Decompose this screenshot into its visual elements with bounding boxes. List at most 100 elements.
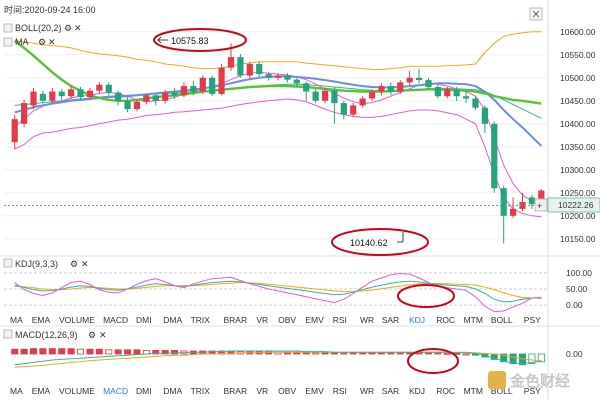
indicator-tabs-main: MA EMA VOLUME MACD DMI DMA TRIX BRAR VR OBV EMV RSI… xyxy=(10,315,541,325)
candle-body xyxy=(115,92,122,101)
kdj-toggle-icon[interactable] xyxy=(3,258,13,268)
tab-roc[interactable]: ROC xyxy=(436,386,455,396)
candle-body xyxy=(30,91,37,106)
kdj-settings-icon[interactable]: ⚙ xyxy=(70,259,78,269)
tab-vr[interactable]: VR xyxy=(256,386,268,396)
kdj-tick-label: 100.00 xyxy=(566,268,592,278)
tab-volume[interactable]: VOLUME xyxy=(59,386,95,396)
ma-label: MA xyxy=(15,37,29,47)
kdj-label: KDJ(9,3,3) xyxy=(15,259,58,269)
candle-body xyxy=(58,91,65,97)
macd-hist-bar xyxy=(105,349,113,355)
tab-ma[interactable]: MA xyxy=(10,386,23,396)
candle-body xyxy=(500,188,507,216)
boll-settings-icon[interactable]: ⚙ xyxy=(64,23,72,33)
price-tick-label: 10550.00 xyxy=(560,50,596,60)
ma-toggle-icon[interactable] xyxy=(3,37,13,47)
ma-close-icon[interactable]: ✕ xyxy=(48,37,56,47)
tab-ema[interactable]: EMA xyxy=(32,386,51,396)
macd-hist-bar xyxy=(95,348,103,355)
tab-brar[interactable]: BRAR xyxy=(224,315,248,325)
tab-ma[interactable]: MA xyxy=(10,315,23,325)
macd-hist-bar xyxy=(443,352,451,355)
macd-hist-bar xyxy=(124,349,132,355)
boll-legend: BOLL(20,2) ⚙ ✕ xyxy=(3,23,82,33)
kdj-k-line xyxy=(14,280,542,303)
ma-legend: MA ⚙ ✕ xyxy=(3,37,56,47)
tab-wr[interactable]: WR xyxy=(360,315,374,325)
macd-legend: MACD(12,26,9) ⚙ ✕ xyxy=(3,329,107,340)
tab-dmi[interactable]: DMI xyxy=(136,386,152,396)
macd-hist-bar xyxy=(114,349,122,355)
boll-close-icon[interactable]: ✕ xyxy=(74,23,82,33)
candle-body xyxy=(303,83,310,92)
indicator-tabs-sub: MA EMA VOLUME MACD DMI DMA TRIX BRAR VR OBV EMV RSI… xyxy=(10,386,541,396)
tab-obv[interactable]: OBV xyxy=(278,386,296,396)
tab-boll[interactable]: BOLL xyxy=(491,386,513,396)
tab-macd[interactable]: MACD xyxy=(103,315,128,325)
boll-label: BOLL(20,2) xyxy=(15,23,62,33)
tab-ema[interactable]: EMA xyxy=(32,315,51,325)
macd-toggle-icon[interactable] xyxy=(3,329,13,339)
tab-emv[interactable]: EMV xyxy=(305,315,324,325)
candle-body xyxy=(387,86,394,92)
tab-dmi[interactable]: DMI xyxy=(136,315,152,325)
tab-boll[interactable]: BOLL xyxy=(491,315,513,325)
candle-body xyxy=(538,190,545,205)
tab-trix[interactable]: TRIX xyxy=(191,315,211,325)
macd-hist-bar xyxy=(537,353,545,363)
tab-macd[interactable]: MACD xyxy=(103,386,128,396)
tab-sar[interactable]: SAR xyxy=(382,386,399,396)
kdj-d-line xyxy=(14,281,542,299)
boll-toggle-icon[interactable] xyxy=(3,23,13,33)
macd-hist-bar xyxy=(359,352,367,355)
price-tick-label: 10500.00 xyxy=(560,73,596,83)
candle-body xyxy=(340,103,347,115)
candle-body xyxy=(77,89,84,98)
candle-body xyxy=(152,95,159,101)
tab-vr[interactable]: VR xyxy=(256,315,268,325)
tab-rsi[interactable]: RSI xyxy=(333,315,347,325)
add-alert-icon[interactable] xyxy=(534,198,548,212)
low-label: 10140.62 xyxy=(350,238,388,248)
kdj-tick-label: 50.00 xyxy=(566,284,588,294)
tab-psy[interactable]: PSY xyxy=(524,386,541,396)
kdj-highlight-ellipse xyxy=(397,284,455,308)
tab-wr[interactable]: WR xyxy=(360,386,374,396)
macd-panel: 0.00 xyxy=(11,348,583,368)
expand-icon[interactable] xyxy=(529,7,543,21)
candle-body xyxy=(265,74,272,78)
macd-hist-bar xyxy=(387,352,395,355)
candle-body xyxy=(321,90,329,101)
tab-mtm[interactable]: MTM xyxy=(464,315,483,325)
tab-dma[interactable]: DMA xyxy=(163,315,182,325)
tab-roc[interactable]: ROC xyxy=(436,315,455,325)
kdj-legend: KDJ(9,3,3) ⚙ ✕ xyxy=(3,258,89,269)
candle-body xyxy=(133,101,141,110)
price-tick-label: 10300.00 xyxy=(560,165,596,175)
macd-hist-bar xyxy=(471,353,479,356)
tab-rsi[interactable]: RSI xyxy=(333,386,347,396)
macd-hist-bar xyxy=(368,352,376,355)
macd-close-icon[interactable]: ✕ xyxy=(99,330,107,340)
tab-sar[interactable]: SAR xyxy=(382,315,399,325)
tab-brar[interactable]: BRAR xyxy=(224,386,248,396)
ma-settings-icon[interactable]: ⚙ xyxy=(38,37,46,47)
candle-body xyxy=(143,95,150,102)
tab-mtm[interactable]: MTM xyxy=(464,386,483,396)
tab-kdj[interactable]: KDJ xyxy=(409,315,425,325)
tab-emv[interactable]: EMV xyxy=(305,386,324,396)
macd-settings-icon[interactable]: ⚙ xyxy=(88,330,96,340)
tab-kdj[interactable]: KDJ xyxy=(409,386,425,396)
tab-psy[interactable]: PSY xyxy=(524,315,541,325)
macd-hist-bar xyxy=(152,349,160,355)
tab-trix[interactable]: TRIX xyxy=(191,386,211,396)
kdj-close-icon[interactable]: ✕ xyxy=(81,259,89,269)
tab-obv[interactable]: OBV xyxy=(278,315,296,325)
macd-hist-bar xyxy=(58,348,66,355)
macd-hist-bar xyxy=(86,348,94,355)
macd-hist-bar xyxy=(39,348,47,355)
tab-dma[interactable]: DMA xyxy=(163,386,182,396)
tab-volume[interactable]: VOLUME xyxy=(59,315,95,325)
